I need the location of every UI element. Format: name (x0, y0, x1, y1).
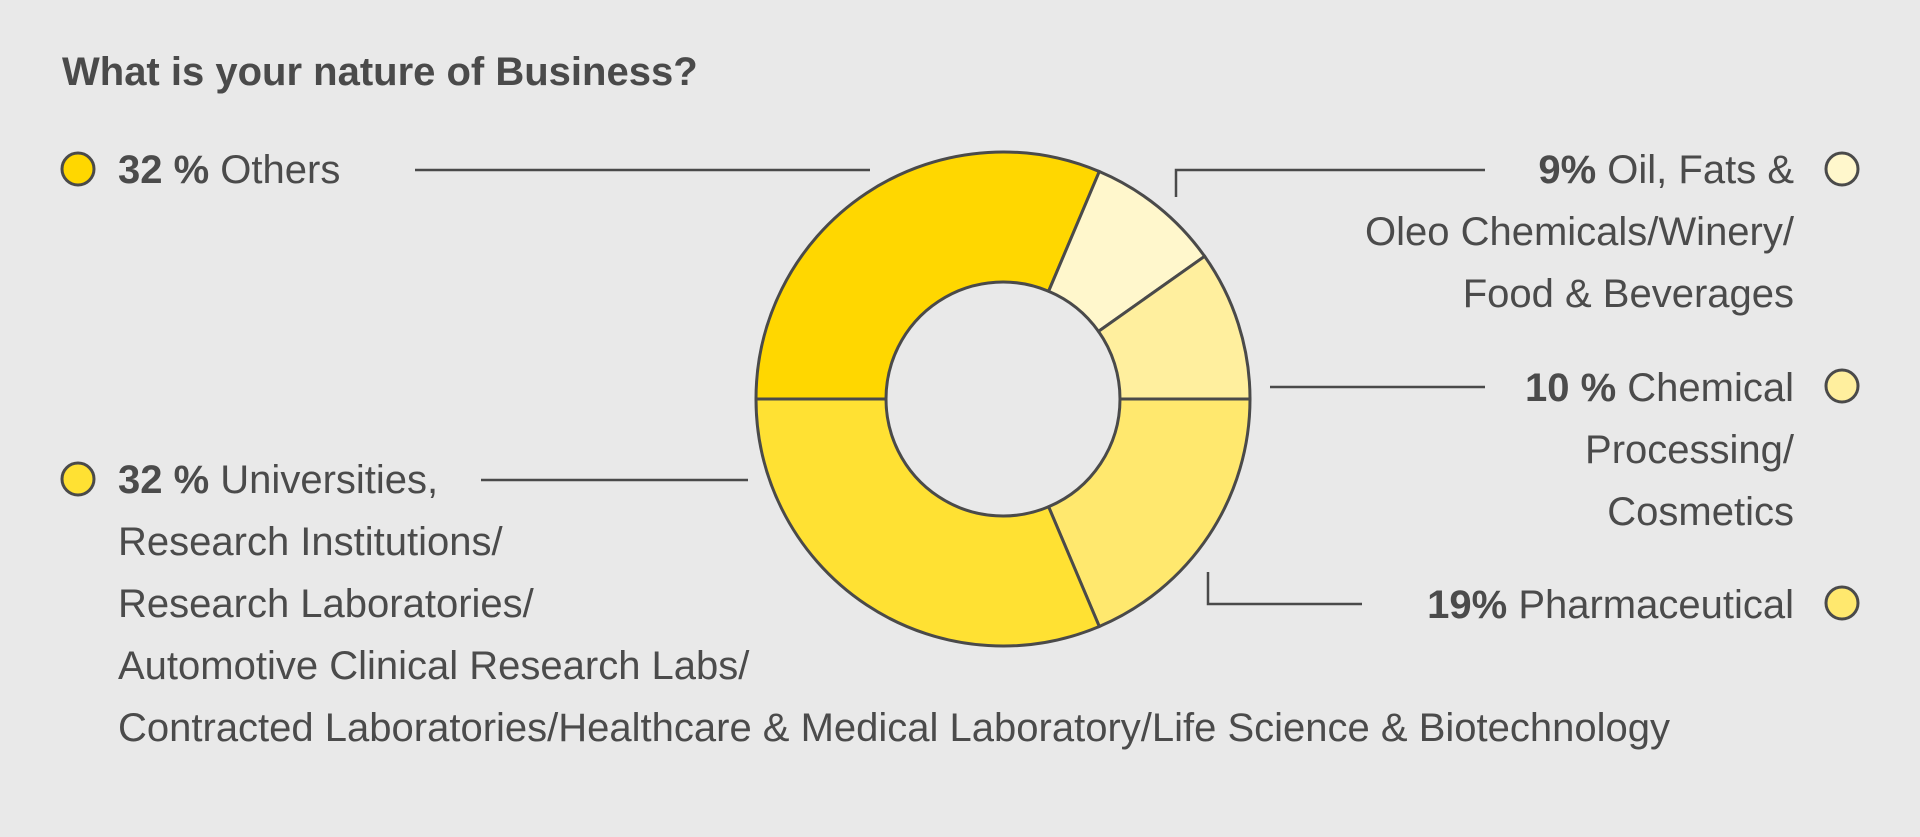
legend-pct: 10 % (1524, 366, 1617, 410)
legend-dot-oil-fats (1824, 151, 1860, 187)
legend-pct: 32 % (118, 148, 210, 192)
slice-others (754, 150, 1102, 401)
legend-label-line: Cosmetics (1607, 490, 1794, 534)
legend-label-line: Pharmaceutical (1518, 583, 1794, 627)
legend-pct: 19% (1427, 583, 1508, 627)
legend-label-line: Automotive Clinical Research Labs/ (118, 644, 750, 688)
legend-chemical: 10 % Chemical Processing/ Cosmetics (1525, 357, 1794, 543)
legend-label-line: Universities, (220, 458, 439, 502)
legend-dot-pharmaceutical (1824, 585, 1860, 621)
legend-pct: 32 % (118, 458, 210, 502)
legend-label-line: Research Institutions/ (118, 520, 503, 564)
legend-pct: 9% (1538, 148, 1597, 192)
legend-label-line: Oil, Fats & (1607, 148, 1794, 192)
legend-pharmaceutical: 19% Pharmaceutical (1427, 574, 1794, 636)
legend-label-line: Oleo Chemicals/Winery/ (1364, 210, 1794, 254)
slice-universities (754, 397, 1102, 648)
legend-label-line: Others (220, 148, 341, 192)
legend-label-line: Contracted Laboratories/Healthcare & Med… (118, 706, 1670, 750)
legend-label-line: Research Laboratories/ (118, 582, 534, 626)
legend-others: 32 % Others (118, 139, 340, 201)
legend-oil-fats: 9% Oil, Fats & Oleo Chemicals/Winery/ Fo… (1365, 139, 1794, 325)
legend-label-line: Processing/ (1585, 428, 1794, 472)
slice-pharmaceutical (1046, 397, 1252, 629)
leader-line-oil-fats (1174, 168, 1485, 197)
leader-line-pharmaceutical (1206, 572, 1362, 606)
legend-universities: 32 % Universities, Research Institutions… (118, 449, 1670, 759)
legend-dot-chemical (1824, 368, 1860, 404)
legend-label-line: Food & Beverages (1462, 272, 1794, 316)
chart-title: What is your nature of Business? (62, 50, 698, 94)
legend-dot-others (60, 151, 96, 187)
legend-label-line: Chemical (1627, 366, 1794, 410)
legend-dot-universities (60, 461, 96, 497)
